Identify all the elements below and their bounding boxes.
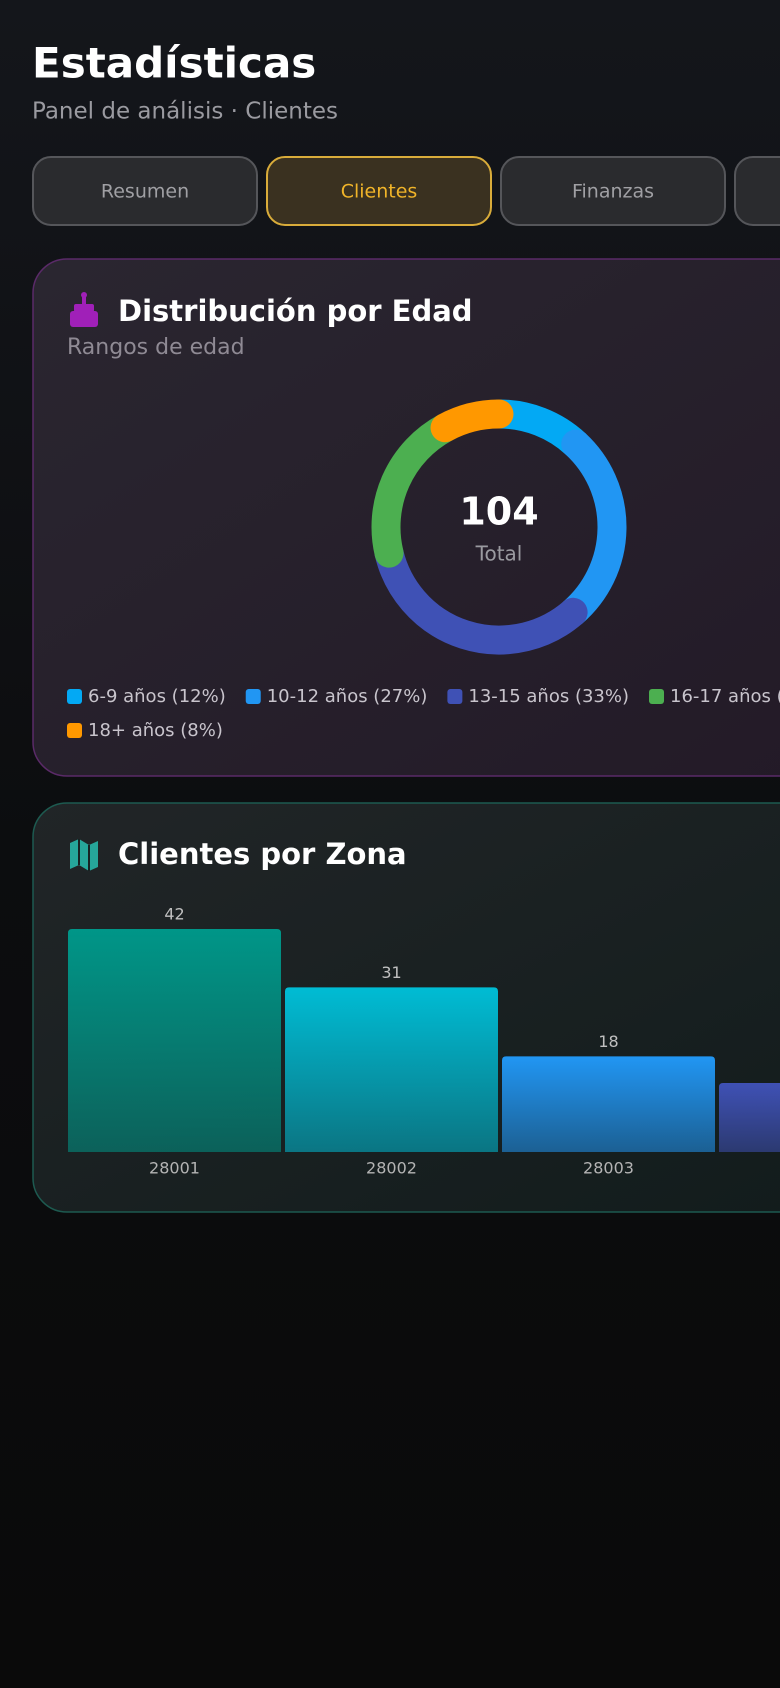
legend-swatch xyxy=(67,689,82,704)
legend-swatch xyxy=(67,723,82,738)
card-subtitle: Rangos de edad xyxy=(67,335,245,360)
bar-chart: 42280013128002182800313 xyxy=(68,905,780,1178)
tab[interactable] xyxy=(500,156,726,226)
tab-label[interactable]: Clientes xyxy=(341,181,418,203)
legend-swatch xyxy=(447,689,463,704)
donut-segment xyxy=(371,413,460,568)
donut-chart xyxy=(371,399,627,655)
legend-label: 18+ años (8%) xyxy=(88,720,223,741)
bar xyxy=(719,1082,780,1152)
x-tick-label: 28001 xyxy=(149,1159,200,1178)
donut-total-label: Total xyxy=(475,542,523,566)
tab-bar: Resumen Clientes Finanzas xyxy=(32,156,780,226)
bar-value-label: 42 xyxy=(164,905,184,924)
legend-swatch xyxy=(649,689,665,704)
legend-swatch xyxy=(245,689,261,704)
tab[interactable] xyxy=(266,156,492,226)
x-tick-label: 28003 xyxy=(583,1159,634,1178)
bar xyxy=(68,929,281,1152)
bar xyxy=(502,1056,715,1152)
tab[interactable] xyxy=(32,156,258,226)
legend-label: 13-15 años (33%) xyxy=(468,686,629,707)
tab[interactable] xyxy=(734,156,780,226)
cake-icon xyxy=(70,292,98,327)
donut-segment xyxy=(430,399,514,443)
donut-segment xyxy=(374,538,588,655)
legend-label: 16-17 años (21%) xyxy=(670,686,780,707)
donut-segment xyxy=(558,429,627,627)
x-tick-label: 28002 xyxy=(366,1159,417,1178)
tab-label[interactable]: Finanzas xyxy=(572,181,654,203)
bar-value-label: 31 xyxy=(381,963,401,982)
map-icon xyxy=(70,839,98,871)
page-title: Estadísticas xyxy=(32,39,316,88)
card-title: Clientes por Zona xyxy=(118,837,407,871)
donut-total: 104 xyxy=(459,490,538,534)
card-title: Distribución por Edad xyxy=(118,294,473,328)
legend: 6-9 años (12%) 10-12 años (27%) 13-15 años… xyxy=(67,686,780,741)
bar xyxy=(285,987,498,1152)
legend-label: 6-9 años (12%) xyxy=(88,686,226,707)
tab-label[interactable]: Resumen xyxy=(101,181,189,203)
card xyxy=(32,258,780,777)
page-subtitle: Panel de análisis · Clientes xyxy=(32,99,338,125)
bar-value-label: 18 xyxy=(598,1032,618,1051)
legend-label: 10-12 años (27%) xyxy=(267,686,428,707)
